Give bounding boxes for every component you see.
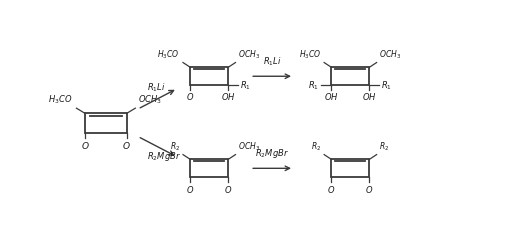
Text: $OH$: $OH$	[362, 92, 377, 102]
Text: $R_2MgBr$: $R_2MgBr$	[147, 151, 181, 163]
Text: $O$: $O$	[81, 140, 90, 151]
Text: $H_3CO$: $H_3CO$	[157, 49, 180, 61]
Text: $O$: $O$	[327, 183, 336, 194]
Text: $R_1Li$: $R_1Li$	[263, 55, 282, 68]
Text: $R_1$: $R_1$	[308, 79, 320, 92]
Text: $H_3CO$: $H_3CO$	[48, 94, 72, 106]
Text: $O$: $O$	[365, 183, 373, 194]
Text: $R_1$: $R_1$	[240, 79, 251, 92]
Text: $OCH_3$: $OCH_3$	[238, 49, 260, 61]
Text: $OCH_3$: $OCH_3$	[139, 94, 163, 106]
Text: $OH$: $OH$	[221, 92, 235, 102]
Text: $O$: $O$	[186, 183, 194, 194]
Text: $R_1Li$: $R_1Li$	[147, 81, 166, 94]
Text: $R_2$: $R_2$	[380, 141, 389, 153]
Text: $OCH_3$: $OCH_3$	[238, 141, 260, 153]
Text: $OH$: $OH$	[324, 92, 339, 102]
Text: $OCH_3$: $OCH_3$	[380, 49, 402, 61]
Text: $R_2$: $R_2$	[170, 141, 180, 153]
Text: $O$: $O$	[122, 140, 131, 151]
Text: $R_2$: $R_2$	[311, 141, 321, 153]
Text: $O$: $O$	[186, 92, 194, 102]
Text: $O$: $O$	[224, 183, 232, 194]
Text: $R_2MgBr$: $R_2MgBr$	[255, 147, 289, 160]
Text: $R_1$: $R_1$	[381, 79, 392, 92]
Text: $H_3CO$: $H_3CO$	[299, 49, 321, 61]
